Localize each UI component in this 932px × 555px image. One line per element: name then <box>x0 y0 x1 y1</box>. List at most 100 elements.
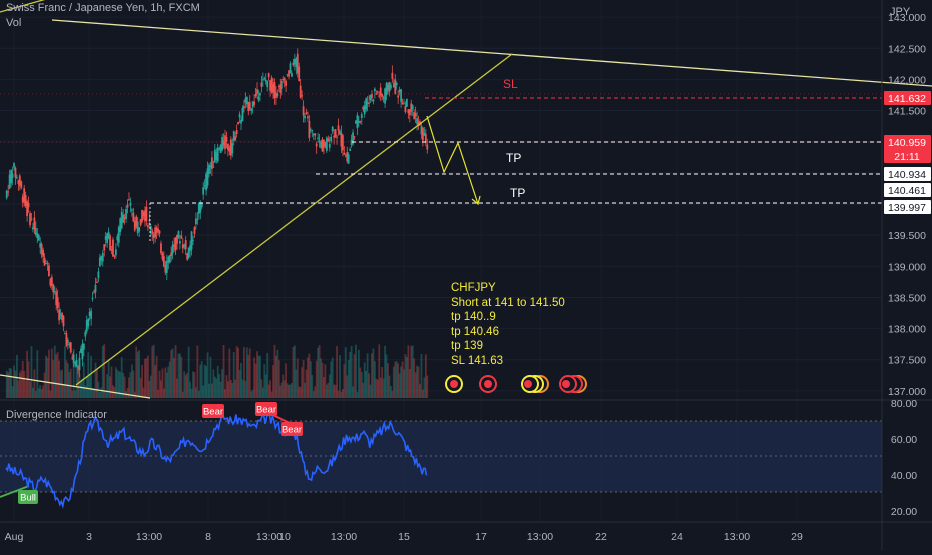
event-icon[interactable] <box>445 375 463 393</box>
price-tag-value: 140.461 <box>888 185 926 197</box>
volume-bar <box>45 355 47 398</box>
oscillator-line[interactable] <box>5 411 428 509</box>
candle-body <box>145 206 148 221</box>
volume-bar <box>219 381 222 398</box>
event-icon[interactable] <box>479 375 497 393</box>
volume-bar <box>23 370 26 398</box>
event-icon-stack[interactable] <box>559 375 587 393</box>
candle-body <box>353 136 356 138</box>
time-tick-label: 15 <box>398 531 410 543</box>
candle-body <box>292 62 295 66</box>
candle-body <box>193 227 196 235</box>
resistance-trendline[interactable] <box>51 19 932 87</box>
candle-body <box>200 203 203 208</box>
volume-bar <box>21 360 24 398</box>
volume-bar <box>340 391 343 398</box>
candle-body <box>344 155 347 157</box>
volume-bar <box>129 372 132 398</box>
volume-bar <box>401 361 404 398</box>
volume-bar <box>317 347 320 398</box>
price-tag <box>884 183 931 197</box>
volume-bar <box>292 347 295 398</box>
volume-bar <box>244 380 247 398</box>
candle-body <box>312 134 315 136</box>
candle-body <box>244 98 247 103</box>
time-tick-label: 3 <box>86 531 92 543</box>
candle-body <box>291 73 293 77</box>
volume-label[interactable]: Vol <box>6 17 22 29</box>
candle-body <box>417 121 420 125</box>
sl-label: SL <box>503 77 518 91</box>
bull-marker[interactable]: Bull <box>18 490 38 504</box>
candle-body <box>379 87 382 96</box>
volume-bar <box>414 372 417 398</box>
candle-body <box>228 147 231 152</box>
bear-marker[interactable]: Bear <box>281 422 303 436</box>
event-icon-stack[interactable] <box>521 375 549 393</box>
price-tick-label: 137.000 <box>888 386 926 398</box>
volume-bar <box>352 386 354 398</box>
price-tick-label: 139.000 <box>888 261 926 273</box>
volume-bar <box>350 346 353 398</box>
projection-path[interactable] <box>426 115 479 205</box>
symbol-title[interactable]: Swiss Franc / Japanese Yen, 1h, FXCM <box>6 2 200 14</box>
oscillator-axis[interactable]: 80.00 60.00 40.00 20.00 <box>891 398 917 518</box>
volume-bar <box>253 357 256 398</box>
volume-bar <box>114 367 117 398</box>
candle-body <box>154 227 157 238</box>
volume-bar <box>308 353 311 398</box>
trade-note[interactable]: CHFJPY Short at 141 to 141.50 tp 140..9 … <box>451 281 565 369</box>
volume-bar <box>216 365 219 398</box>
bear-marker[interactable]: Bear <box>255 402 277 416</box>
candle-body <box>16 177 18 179</box>
candle-body <box>97 271 100 278</box>
secondary-trendline[interactable] <box>0 0 50 13</box>
candle-body <box>5 190 8 198</box>
candle-body <box>225 136 228 142</box>
support-trendline[interactable] <box>75 53 513 386</box>
volume-bar <box>39 385 42 398</box>
time-tick-label: 13:00 <box>527 531 553 543</box>
candle-body <box>263 78 266 80</box>
candle-body <box>103 244 106 251</box>
candle-body <box>20 181 23 188</box>
candle-body <box>333 135 336 138</box>
candle-body <box>407 109 410 114</box>
volume-bar <box>241 379 244 398</box>
candle-body <box>100 255 103 261</box>
candle-body <box>426 144 429 150</box>
candle-body <box>129 202 132 206</box>
candle-body <box>398 89 401 93</box>
volume-bar <box>285 363 288 398</box>
volume-bar <box>42 385 45 398</box>
indicator-title[interactable]: Divergence Indicator <box>6 409 107 421</box>
candle-body <box>49 279 52 286</box>
volume-bar <box>46 357 49 398</box>
candle-body <box>68 343 71 346</box>
candle-body <box>229 139 232 156</box>
volume-bar <box>395 361 398 398</box>
candle-body <box>122 214 125 223</box>
volume-bar <box>398 373 401 398</box>
note-line: tp 140.46 <box>451 325 499 338</box>
volume-bar <box>75 366 78 398</box>
candle-body <box>218 148 221 150</box>
candle-body <box>221 137 223 151</box>
candle-body <box>301 95 304 97</box>
volume-bar <box>187 346 190 398</box>
volume-bar <box>84 385 87 398</box>
candle-body <box>202 187 205 195</box>
bottom-trendline[interactable] <box>0 374 151 399</box>
candle-body <box>213 149 216 163</box>
volume-bar <box>289 384 292 398</box>
candle-body <box>135 216 138 228</box>
volume-bar <box>397 363 400 398</box>
candle-body <box>148 220 151 222</box>
candle-body <box>72 354 75 363</box>
bear-marker[interactable]: Bear <box>202 404 224 418</box>
volume-bar <box>356 391 359 398</box>
time-tick-label: 13:00 <box>724 531 750 543</box>
chart-event-icons <box>445 375 587 393</box>
